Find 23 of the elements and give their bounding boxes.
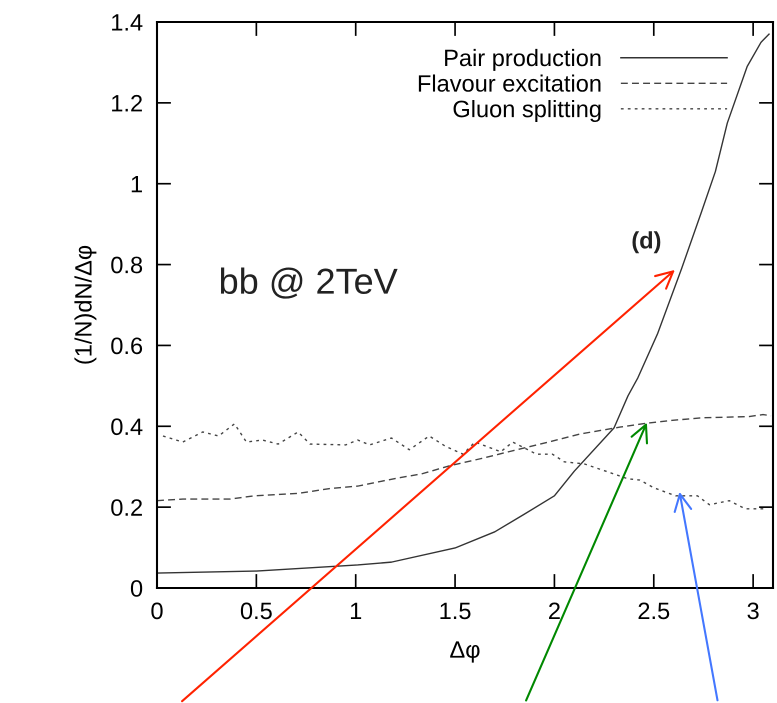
x-tick-label: 1.5 — [440, 602, 470, 620]
y-tick-label: 0.4 — [111, 418, 142, 436]
y-tick-label: 0.8 — [111, 256, 142, 274]
y-tick-label: 0.6 — [111, 337, 142, 354]
y-tick-label: 1.2 — [112, 94, 142, 112]
x-tick-label: 2 — [549, 602, 560, 619]
annotation: (d) — [632, 231, 660, 254]
legend-label: Flavour excitation — [418, 74, 600, 92]
x-tick-label: 0 — [151, 602, 163, 620]
x-tick-label: 2.5 — [638, 602, 670, 620]
x-tick-label: 3 — [747, 602, 759, 620]
y-tick-label: 1.4 — [112, 14, 142, 31]
x-tick-label: 0.5 — [240, 602, 272, 620]
annotation: bb @ 2TeV — [220, 268, 398, 299]
y-tick-label: 0 — [130, 580, 142, 597]
y-axis-title: (1/N)dN/Δφ — [74, 246, 96, 364]
x-axis-title: Δφ — [450, 641, 480, 663]
y-tick-label: 1 — [132, 176, 142, 192]
y-tick-label: 0.2 — [111, 499, 142, 516]
legend-label: Gluon splitting — [454, 100, 600, 122]
x-tick-label: 1 — [350, 602, 362, 619]
legend-label: Pair production — [445, 48, 600, 71]
line-series — [157, 33, 770, 574]
